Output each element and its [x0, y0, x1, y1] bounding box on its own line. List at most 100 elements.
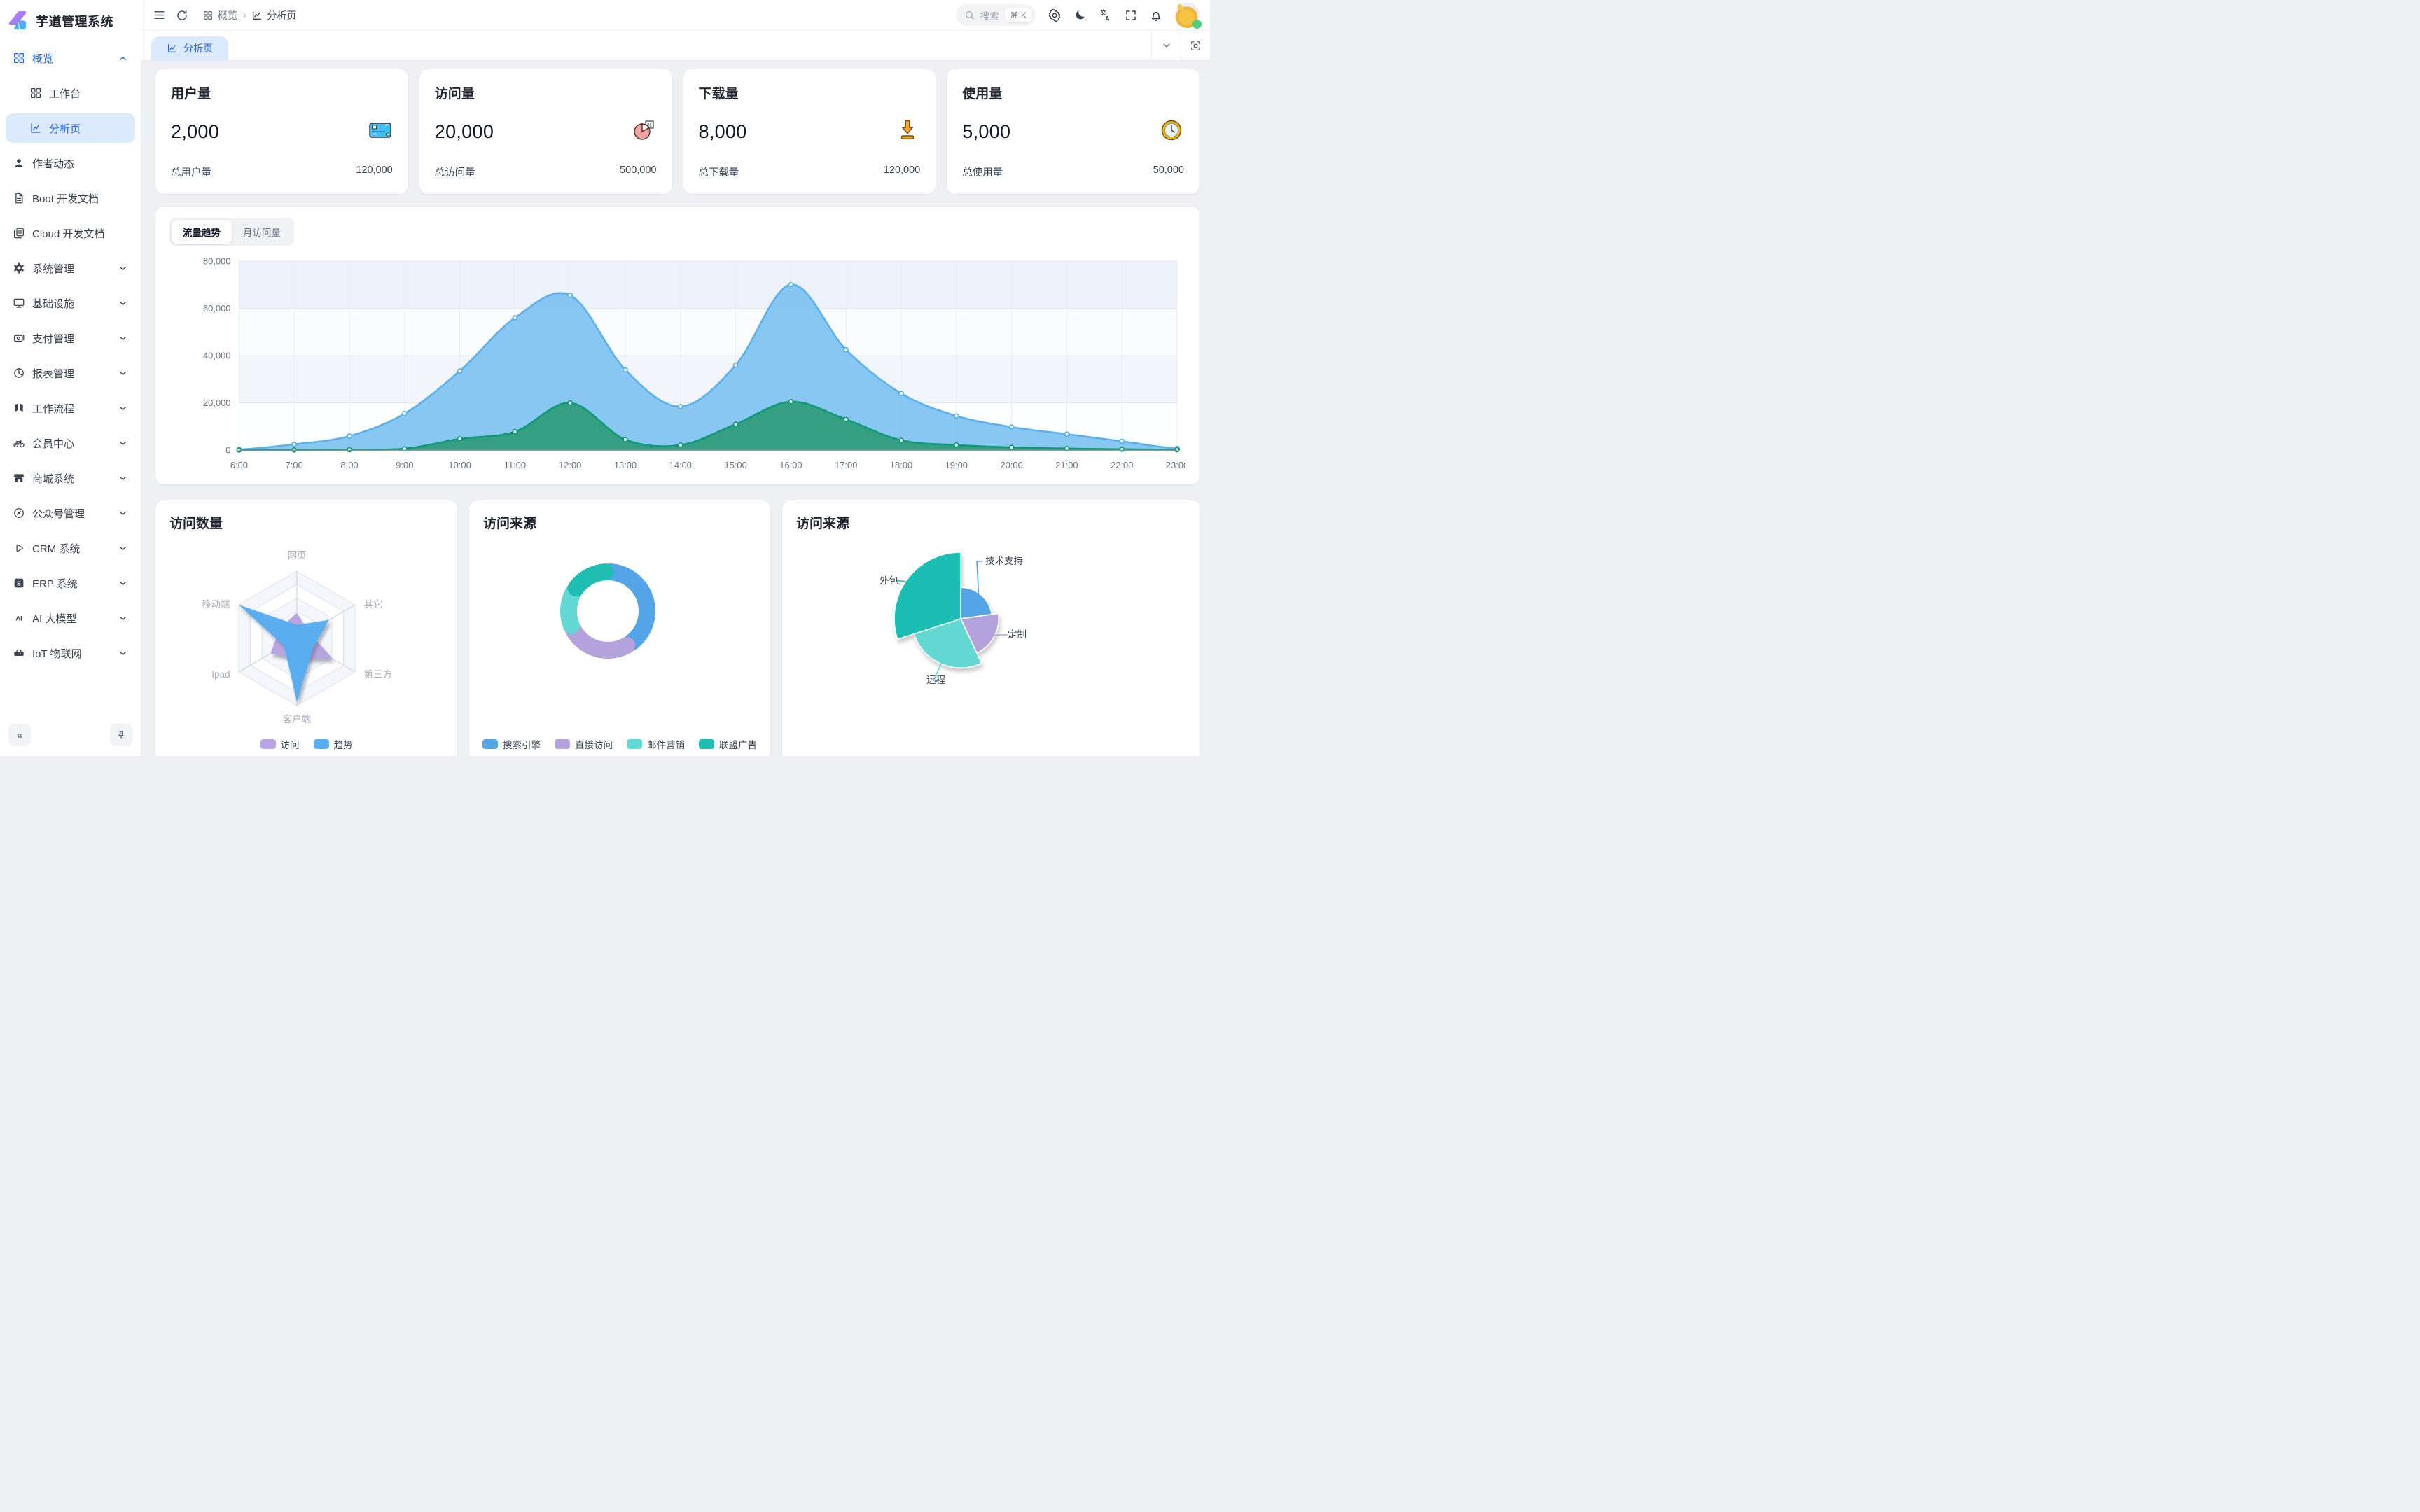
logo-icon	[8, 10, 27, 29]
svg-text:%: %	[647, 123, 651, 128]
notifications-bell-icon[interactable]	[1149, 8, 1163, 22]
sidebar-item-9[interactable]: 报表管理	[6, 358, 135, 388]
tab-options-chevron[interactable]	[1151, 31, 1181, 60]
sidebar: 芋道管理系统 概览 工作台 分析页 作者动态 Boot 开发文档 Cloud 开…	[0, 0, 141, 756]
tab-analysis[interactable]: 分析页	[151, 36, 228, 60]
user-icon	[13, 157, 25, 169]
sidebar-item-16[interactable]: AI AI 大模型	[6, 603, 135, 633]
sidebar-item-10[interactable]: 工作流程	[6, 393, 135, 423]
legend-item-直接访问[interactable]: 直接访问	[555, 737, 613, 751]
svg-text:18:00: 18:00	[890, 460, 912, 470]
svg-text:远程: 远程	[926, 675, 945, 685]
legend-item-邮件营销[interactable]: 邮件营销	[627, 737, 685, 751]
stat-value: 20,000	[434, 121, 494, 142]
sidebar-item-1[interactable]: 工作台	[6, 78, 135, 108]
stat-value: 2,000	[171, 121, 220, 142]
pin-icon	[118, 731, 124, 739]
translate-icon[interactable]: 文 A	[1099, 8, 1113, 22]
content-fullscreen-icon	[1191, 41, 1200, 50]
stat-footer-value: 50,000	[1153, 164, 1184, 176]
svg-text:0: 0	[225, 445, 230, 456]
sidebar-item-5[interactable]: Cloud 开发文档	[6, 218, 135, 248]
svg-text:21:00: 21:00	[1055, 460, 1078, 470]
traffic-tab-1[interactable]: 月访问量	[232, 220, 292, 244]
sidebar-item-15[interactable]: E ERP 系统	[6, 568, 135, 598]
legend-item-访问[interactable]: 访问	[260, 737, 300, 751]
docs-icon	[13, 227, 25, 239]
chevron-down-icon	[118, 613, 128, 624]
sidebar-item-6[interactable]: 系统管理	[6, 253, 135, 283]
sidebar-item-11[interactable]: 会员中心	[6, 428, 135, 458]
ai-icon: AI	[13, 612, 25, 624]
workflow-icon	[13, 402, 25, 414]
card-title: 访问数量	[169, 517, 223, 531]
search-shortcut: ⌘ K	[1004, 8, 1032, 22]
sidebar-item-8[interactable]: 支付管理	[6, 323, 135, 353]
sidebar-item-14[interactable]: CRM 系统	[6, 533, 135, 563]
breadcrumb-separator: ›	[243, 10, 246, 20]
svg-text:AI: AI	[15, 615, 22, 622]
stat-card-3: 使用量 5,000 总使用量 50,000	[947, 69, 1199, 194]
stat-card-2: 下载量 8,000 总下载量 120,000	[683, 69, 936, 194]
svg-text:10:00: 10:00	[448, 460, 471, 470]
settings-gear-icon[interactable]	[1048, 8, 1062, 22]
sidebar-item-0[interactable]: 概览	[6, 43, 135, 73]
pin-sidebar-button[interactable]	[110, 724, 132, 746]
grid-icon	[13, 52, 25, 64]
stat-card-0: 用户量 2,000 总用户量 120,000	[155, 69, 408, 194]
svg-text:12:00: 12:00	[559, 460, 581, 470]
sidebar-item-17[interactable]: IoT 物联网	[6, 638, 135, 668]
search-input[interactable]: 搜索 ⌘ K	[955, 4, 1036, 26]
svg-text:17:00: 17:00	[835, 460, 857, 470]
chart-icon	[168, 44, 176, 52]
app-title: 芋道管理系统	[36, 15, 113, 29]
svg-text:Ipad: Ipad	[211, 669, 230, 680]
monitor-icon	[13, 297, 25, 309]
svg-text:15:00: 15:00	[724, 460, 746, 470]
stat-value: 8,000	[698, 121, 747, 142]
sidebar-item-7[interactable]: 基础设施	[6, 288, 135, 318]
search-icon	[965, 10, 974, 20]
svg-text:19:00: 19:00	[945, 460, 968, 470]
stat-card-1: 访问量 20,000 % 总访问量 500,000	[419, 69, 672, 194]
sidebar-item-3[interactable]: 作者动态	[6, 148, 135, 178]
content: 用户量 2,000 总用户量 120,000 访问量 20,000 % 总访问量…	[141, 61, 1210, 756]
app-logo[interactable]: 芋道管理系统	[0, 0, 141, 41]
donut-legend: 搜索引擎 直接访问 邮件营销 联盟广告	[469, 737, 770, 751]
sidebar-item-13[interactable]: 公众号管理	[6, 498, 135, 528]
donut-card: 访问来源 搜索引擎 直接访问 邮件营销 联盟广告	[469, 500, 770, 756]
breadcrumb-analysis[interactable]: 分析页	[251, 8, 296, 22]
content-fullscreen-button[interactable]	[1181, 31, 1210, 60]
fullscreen-icon[interactable]	[1125, 9, 1137, 22]
hamburger-menu-icon[interactable]	[153, 8, 166, 22]
chevron-up-icon	[118, 53, 128, 64]
legend-item-联盟广告[interactable]: 联盟广告	[699, 737, 757, 751]
legend-item-趋势[interactable]: 趋势	[313, 737, 353, 751]
sidebar-item-4[interactable]: Boot 开发文档	[6, 183, 135, 213]
svg-text:23:00: 23:00	[1166, 460, 1185, 470]
chevron-down-icon	[118, 403, 128, 414]
bicycle-icon	[13, 437, 25, 449]
refresh-icon[interactable]	[176, 9, 188, 22]
traffic-tab-0[interactable]: 流量趋势	[172, 220, 232, 244]
svg-text:80,000: 80,000	[203, 255, 230, 266]
dark-mode-moon-icon[interactable]	[1073, 8, 1087, 22]
card-title: 访问来源	[483, 517, 537, 531]
sidebar-item-12[interactable]: 商城系统	[6, 463, 135, 493]
play-icon	[13, 542, 25, 554]
topbar: 概览 › 分析页 搜索 ⌘ K	[141, 0, 1210, 31]
legend-item-搜索引擎[interactable]: 搜索引擎	[482, 737, 541, 751]
chart-icon	[29, 122, 42, 134]
chevron-down-icon	[1162, 43, 1170, 48]
radar-legend: 访问 趋势	[155, 737, 457, 751]
collapse-sidebar-button[interactable]: «	[8, 724, 31, 746]
svg-text:第三方: 第三方	[364, 668, 393, 680]
user-avatar[interactable]	[1175, 2, 1202, 29]
chevron-down-icon	[118, 648, 128, 659]
breadcrumb-overview[interactable]: 概览	[202, 8, 237, 22]
traffic-area-chart: 0 20,000 40,000 60,000 80,000 6:00 7:00 8:00 9:0…	[203, 255, 1185, 470]
download-icon	[895, 118, 920, 146]
sidebar-item-2[interactable]: 分析页	[6, 113, 135, 143]
card-title: 访问来源	[796, 517, 850, 531]
